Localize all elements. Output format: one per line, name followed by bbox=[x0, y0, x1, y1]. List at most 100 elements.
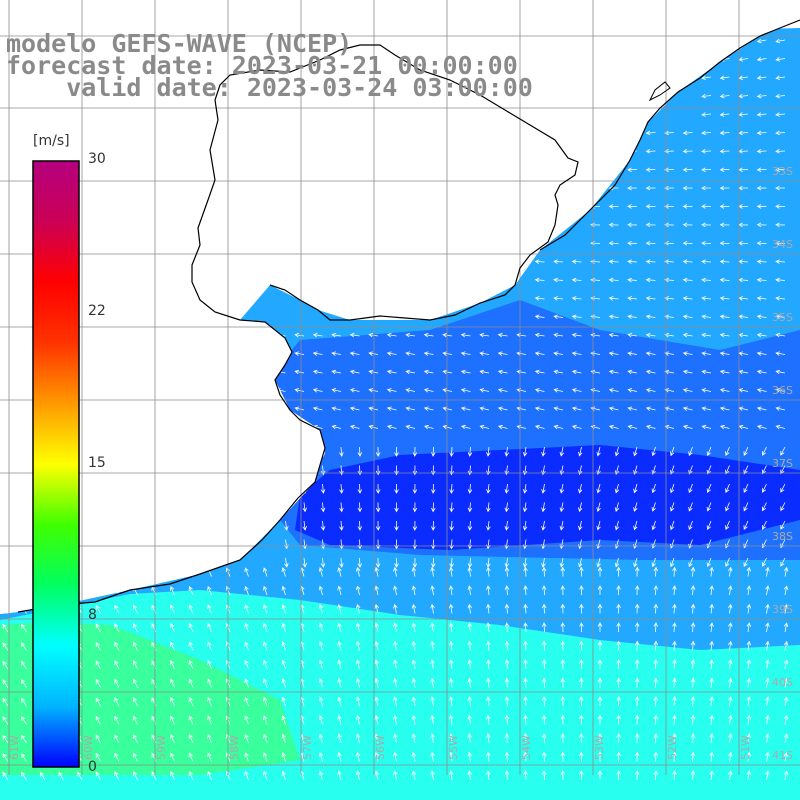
wind-arrow bbox=[114, 734, 120, 744]
wind-arrow bbox=[775, 314, 786, 320]
wind-arrow bbox=[765, 733, 770, 744]
wind-arrow bbox=[709, 770, 714, 781]
wind-arrow bbox=[709, 714, 714, 725]
wind-arrow bbox=[664, 369, 675, 375]
wind-arrow bbox=[560, 733, 566, 744]
wind-arrow bbox=[743, 557, 749, 567]
wind-arrow bbox=[486, 659, 491, 670]
wind-arrow bbox=[672, 770, 677, 781]
wind-arrow bbox=[690, 751, 696, 762]
wind-arrow bbox=[743, 465, 749, 475]
wind-arrow bbox=[783, 714, 789, 725]
wind-arrow bbox=[312, 332, 323, 338]
wind-arrow bbox=[349, 369, 360, 375]
wind-arrow bbox=[374, 603, 379, 614]
wind-arrow bbox=[523, 770, 528, 781]
wind-arrow bbox=[411, 659, 417, 670]
wind-arrow bbox=[597, 603, 603, 614]
wind-arrow bbox=[727, 770, 733, 781]
wind-arrow bbox=[775, 130, 786, 136]
wind-arrow bbox=[281, 641, 286, 651]
wind-arrow bbox=[756, 75, 767, 80]
wind-arrow bbox=[412, 483, 418, 494]
wind-arrow bbox=[357, 557, 363, 568]
wind-arrow bbox=[2, 679, 9, 688]
wind-arrow bbox=[339, 502, 344, 513]
wind-arrow bbox=[719, 424, 730, 430]
wind-arrow bbox=[719, 149, 730, 154]
wind-arrow bbox=[486, 640, 491, 651]
wind-arrow bbox=[775, 167, 786, 172]
wind-arrow bbox=[523, 622, 528, 633]
wind-arrow bbox=[188, 604, 194, 614]
wind-arrow bbox=[727, 659, 733, 670]
wind-arrow bbox=[765, 677, 770, 688]
wind-arrow bbox=[114, 623, 120, 633]
wind-arrow bbox=[430, 585, 435, 596]
wind-arrow bbox=[318, 733, 324, 744]
wind-arrow bbox=[460, 424, 471, 430]
wind-arrow bbox=[762, 446, 767, 456]
lat-label: 39S bbox=[772, 603, 793, 616]
wind-arrow bbox=[207, 641, 212, 651]
wind-arrow bbox=[467, 585, 473, 596]
wind-arrow bbox=[578, 483, 583, 494]
wind-arrow bbox=[467, 640, 473, 651]
wind-arrow bbox=[318, 566, 324, 577]
wind-arrow bbox=[664, 204, 675, 209]
wind-arrow bbox=[393, 566, 398, 577]
wind-arrow bbox=[541, 622, 547, 633]
wind-arrow bbox=[627, 296, 638, 301]
wind-arrow bbox=[701, 296, 712, 301]
wind-arrow bbox=[393, 714, 398, 725]
lon-label: 57W bbox=[301, 735, 314, 760]
wind-arrow bbox=[486, 483, 491, 494]
wind-arrow bbox=[188, 567, 194, 577]
wind-arrow bbox=[244, 678, 249, 688]
lat-label: 35S bbox=[772, 311, 793, 324]
wind-arrow bbox=[393, 640, 398, 651]
colorbar-tick-15: 15 bbox=[88, 455, 106, 471]
wind-arrow bbox=[541, 502, 546, 513]
wind-arrow bbox=[645, 277, 656, 283]
wind-arrow bbox=[688, 502, 693, 512]
wind-arrow bbox=[207, 604, 212, 614]
wind-arrow bbox=[318, 603, 324, 614]
colorbar-tick-30: 30 bbox=[88, 151, 106, 167]
wind-arrow bbox=[132, 567, 138, 577]
wind-arrow bbox=[2, 771, 9, 781]
wind-arrow bbox=[775, 112, 786, 117]
wind-arrow bbox=[188, 696, 194, 707]
wind-arrow bbox=[349, 388, 360, 393]
wind-arrow bbox=[132, 641, 138, 651]
wind-arrow bbox=[318, 714, 324, 725]
wind-arrow bbox=[690, 640, 696, 651]
wind-arrow bbox=[386, 406, 397, 411]
wind-arrow bbox=[688, 446, 693, 457]
wind-arrow bbox=[394, 447, 399, 457]
wind-arrow bbox=[132, 623, 138, 633]
wind-arrow bbox=[355, 604, 361, 614]
wind-arrow bbox=[664, 185, 675, 191]
wind-arrow bbox=[374, 585, 379, 596]
wind-arrow bbox=[746, 733, 752, 744]
wind-arrow bbox=[448, 659, 454, 670]
wind-arrow bbox=[775, 296, 786, 301]
wind-arrow bbox=[664, 130, 675, 136]
wind-arrow bbox=[21, 605, 27, 614]
wind-arrow bbox=[430, 677, 435, 688]
wind-arrow bbox=[746, 622, 752, 633]
wind-arrow bbox=[616, 659, 621, 670]
wind-arrow bbox=[448, 603, 454, 614]
wind-arrow bbox=[504, 566, 510, 577]
wind-arrow bbox=[634, 566, 640, 577]
wind-arrow bbox=[645, 369, 656, 375]
wind-arrow bbox=[756, 406, 767, 411]
wind-arrow bbox=[709, 733, 714, 744]
wind-arrow bbox=[616, 603, 621, 614]
wind-arrow bbox=[188, 659, 194, 670]
wind-arrow bbox=[579, 770, 584, 781]
wind-arrow bbox=[719, 38, 730, 44]
wind-arrow bbox=[349, 332, 360, 338]
wind-arrow bbox=[633, 446, 638, 457]
